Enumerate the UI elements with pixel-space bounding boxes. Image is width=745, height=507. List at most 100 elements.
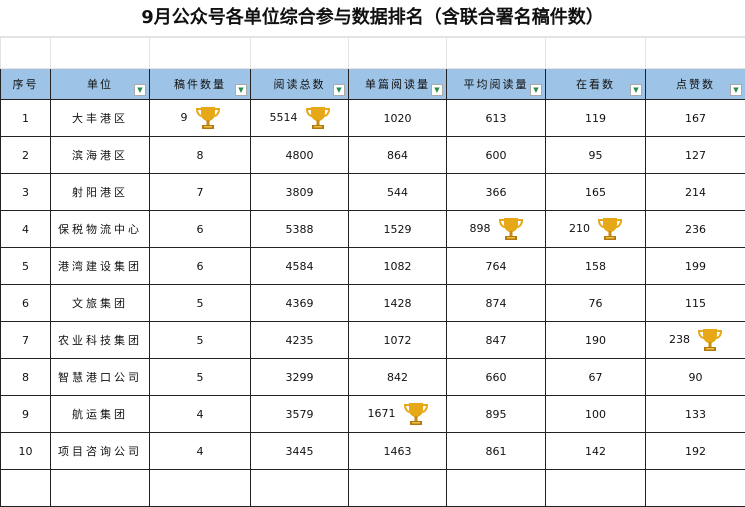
header-article-count[interactable]: 稿件数量▼ [150, 69, 251, 100]
cell-article-count[interactable]: 5 [150, 285, 251, 322]
header-likes[interactable]: 点赞数▼ [646, 69, 745, 100]
cell-likes[interactable]: 236 [646, 211, 745, 248]
cell-unit[interactable]: 港湾建设集团 [51, 248, 150, 285]
cell-single-reads[interactable]: 544 [349, 174, 447, 211]
cell-rank[interactable]: 7 [1, 322, 51, 359]
cell-rank[interactable]: 3 [1, 174, 51, 211]
cell-watching[interactable]: 100 [546, 396, 646, 433]
filter-dropdown-icon[interactable]: ▼ [730, 84, 742, 96]
filter-dropdown-icon[interactable]: ▼ [333, 84, 345, 96]
cell-single-reads[interactable]: 1072 [349, 322, 447, 359]
cell-likes[interactable]: 192 [646, 433, 745, 470]
empty-cell[interactable] [51, 470, 150, 507]
cell-unit[interactable]: 射阳港区 [51, 174, 150, 211]
cell-likes[interactable]: 133 [646, 396, 745, 433]
cell-avg-reads[interactable]: 764 [447, 248, 546, 285]
empty-cell[interactable] [150, 470, 251, 507]
cell-avg-reads[interactable]: 874 [447, 285, 546, 322]
empty-cell[interactable] [251, 470, 349, 507]
cell-watching[interactable]: 142 [546, 433, 646, 470]
cell-total-reads[interactable]: 3445 [251, 433, 349, 470]
header-total-reads[interactable]: 阅读总数▼ [251, 69, 349, 100]
filter-dropdown-icon[interactable]: ▼ [134, 84, 146, 96]
cell-avg-reads[interactable]: 366 [447, 174, 546, 211]
cell-likes[interactable]: 167 [646, 100, 745, 137]
cell-total-reads[interactable]: 4584 [251, 248, 349, 285]
cell-rank[interactable]: 1 [1, 100, 51, 137]
header-rank[interactable]: 序号 [1, 69, 51, 100]
cell-unit[interactable]: 文旅集团 [51, 285, 150, 322]
cell-rank[interactable]: 2 [1, 137, 51, 174]
cell-total-reads[interactable]: 3299 [251, 359, 349, 396]
cell-avg-reads[interactable]: 898 [447, 211, 546, 248]
cell-watching[interactable]: 119 [546, 100, 646, 137]
cell-likes[interactable]: 199 [646, 248, 745, 285]
cell-rank[interactable]: 5 [1, 248, 51, 285]
cell-article-count[interactable]: 8 [150, 137, 251, 174]
cell-single-reads[interactable]: 864 [349, 137, 447, 174]
empty-cell[interactable] [546, 470, 646, 507]
filter-dropdown-icon[interactable]: ▼ [431, 84, 443, 96]
cell-unit[interactable]: 项目咨询公司 [51, 433, 150, 470]
cell-article-count[interactable]: 5 [150, 359, 251, 396]
cell-article-count[interactable]: 4 [150, 433, 251, 470]
cell-article-count[interactable]: 6 [150, 248, 251, 285]
header-single-reads[interactable]: 单篇阅读量▼ [349, 69, 447, 100]
header-unit[interactable]: 单位▼ [51, 69, 150, 100]
header-avg-reads[interactable]: 平均阅读量▼ [447, 69, 546, 100]
cell-unit[interactable]: 滨海港区 [51, 137, 150, 174]
cell-unit[interactable]: 农业科技集团 [51, 322, 150, 359]
cell-watching[interactable]: 76 [546, 285, 646, 322]
header-watching[interactable]: 在看数▼ [546, 69, 646, 100]
cell-article-count[interactable]: 9 [150, 100, 251, 137]
cell-single-reads[interactable]: 1671 [349, 396, 447, 433]
cell-rank[interactable]: 8 [1, 359, 51, 396]
filter-dropdown-icon[interactable]: ▼ [235, 84, 247, 96]
empty-cell[interactable] [447, 470, 546, 507]
cell-rank[interactable]: 9 [1, 396, 51, 433]
empty-cell[interactable] [646, 470, 745, 507]
cell-total-reads[interactable]: 3809 [251, 174, 349, 211]
cell-single-reads[interactable]: 842 [349, 359, 447, 396]
cell-total-reads[interactable]: 5388 [251, 211, 349, 248]
cell-unit[interactable]: 大丰港区 [51, 100, 150, 137]
cell-avg-reads[interactable]: 600 [447, 137, 546, 174]
cell-watching[interactable]: 95 [546, 137, 646, 174]
cell-watching[interactable]: 67 [546, 359, 646, 396]
cell-total-reads[interactable]: 5514 [251, 100, 349, 137]
cell-total-reads[interactable]: 4235 [251, 322, 349, 359]
cell-watching[interactable]: 210 [546, 211, 646, 248]
cell-likes[interactable]: 90 [646, 359, 745, 396]
cell-article-count[interactable]: 4 [150, 396, 251, 433]
filter-dropdown-icon[interactable]: ▼ [530, 84, 542, 96]
cell-total-reads[interactable]: 4800 [251, 137, 349, 174]
cell-avg-reads[interactable]: 861 [447, 433, 546, 470]
cell-total-reads[interactable]: 4369 [251, 285, 349, 322]
cell-article-count[interactable]: 7 [150, 174, 251, 211]
cell-single-reads[interactable]: 1020 [349, 100, 447, 137]
cell-unit[interactable]: 保税物流中心 [51, 211, 150, 248]
cell-single-reads[interactable]: 1428 [349, 285, 447, 322]
empty-cell[interactable] [1, 470, 51, 507]
cell-likes[interactable]: 127 [646, 137, 745, 174]
empty-cell[interactable] [349, 470, 447, 507]
cell-rank[interactable]: 4 [1, 211, 51, 248]
cell-avg-reads[interactable]: 613 [447, 100, 546, 137]
filter-dropdown-icon[interactable]: ▼ [630, 84, 642, 96]
cell-likes[interactable]: 238 [646, 322, 745, 359]
cell-avg-reads[interactable]: 847 [447, 322, 546, 359]
cell-watching[interactable]: 190 [546, 322, 646, 359]
cell-unit[interactable]: 智慧港口公司 [51, 359, 150, 396]
cell-single-reads[interactable]: 1082 [349, 248, 447, 285]
cell-rank[interactable]: 6 [1, 285, 51, 322]
cell-rank[interactable]: 10 [1, 433, 51, 470]
cell-likes[interactable]: 214 [646, 174, 745, 211]
cell-avg-reads[interactable]: 660 [447, 359, 546, 396]
cell-avg-reads[interactable]: 895 [447, 396, 546, 433]
cell-single-reads[interactable]: 1529 [349, 211, 447, 248]
cell-article-count[interactable]: 5 [150, 322, 251, 359]
cell-article-count[interactable]: 6 [150, 211, 251, 248]
cell-watching[interactable]: 158 [546, 248, 646, 285]
cell-unit[interactable]: 航运集团 [51, 396, 150, 433]
cell-total-reads[interactable]: 3579 [251, 396, 349, 433]
